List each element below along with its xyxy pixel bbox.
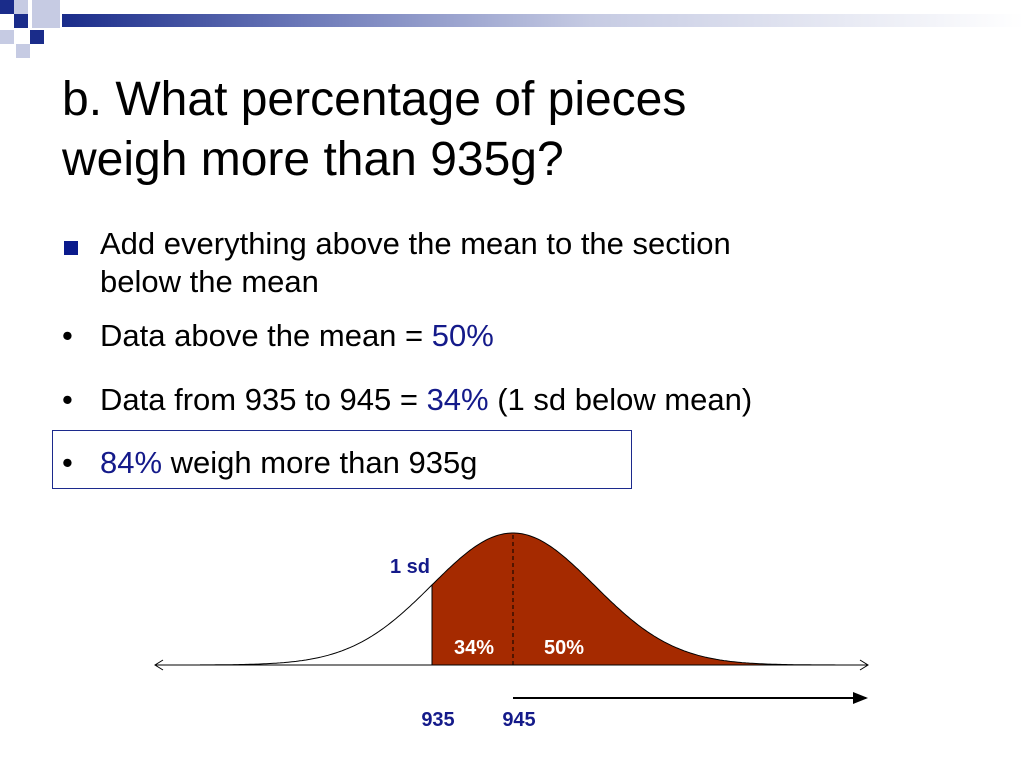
bullet-above-mean-text: Data above the mean =	[100, 318, 432, 353]
dot-bullet-icon: •	[62, 318, 73, 353]
square-bullet-icon	[64, 241, 78, 255]
shaded-area-above-935	[431, 532, 840, 666]
conclusion-value: 84%	[100, 445, 163, 480]
left-area-label: 34%	[454, 637, 494, 659]
axis-right-arrow-icon	[859, 659, 869, 671]
title-line-2: weigh more than 935g?	[62, 133, 564, 186]
title-line-1: b. What percentage of pieces	[62, 73, 687, 126]
bullet-above-mean: Data above the mean = 50%	[100, 318, 494, 354]
slide-title: b. What percentage of pieces weigh more …	[62, 70, 962, 190]
right-area-label: 50%	[544, 637, 584, 659]
bullet-main-line-1: Add everything above the mean to the sec…	[100, 226, 731, 261]
conclusion-box	[52, 430, 632, 489]
tick-label-935: 935	[421, 709, 454, 731]
conclusion-text: weigh more than 935g	[162, 445, 478, 480]
axis-left-arrow-icon	[154, 659, 164, 671]
tick-label-945: 945	[502, 709, 535, 731]
bullet-935-to-945: Data from 935 to 945 = 34% (1 sd below m…	[100, 382, 752, 418]
curve-left-tail	[200, 584, 433, 666]
title-gradient-bar	[62, 14, 1024, 27]
bullet-935-to-945-text: Data from 935 to 945 =	[100, 382, 427, 417]
bullet-935-to-945-note: (1 sd below mean)	[488, 382, 753, 417]
bullet-above-mean-value: 50%	[431, 318, 494, 353]
dot-bullet-icon: •	[62, 445, 73, 480]
direction-arrow-head-icon	[853, 692, 868, 704]
bullet-935-to-945-value: 34%	[426, 382, 489, 417]
bullet-main-line-2: below the mean	[100, 264, 319, 299]
bullet-conclusion: 84% weigh more than 935g	[100, 445, 477, 481]
dot-bullet-icon: •	[62, 382, 73, 417]
sd-label: 1 sd	[390, 556, 430, 578]
